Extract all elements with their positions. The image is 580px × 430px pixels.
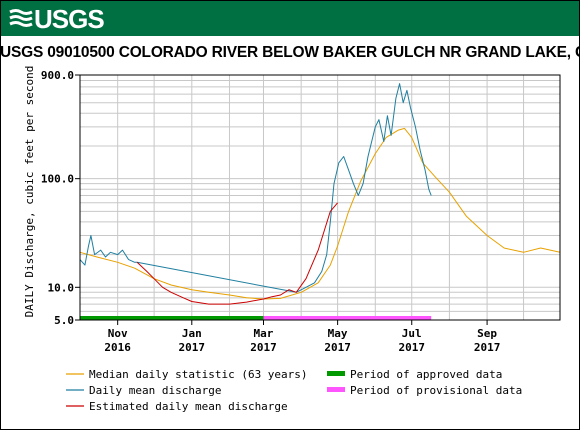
y-axis-ticks: 5.0 10.0 100.0 900.0 [41, 69, 80, 327]
y-tick-label: 100.0 [41, 173, 74, 186]
legend-label: Estimated daily mean discharge [89, 400, 288, 413]
period-bars [80, 316, 432, 320]
series-line [79, 83, 432, 293]
x-tick-label: Nov [108, 327, 128, 340]
series-line [136, 202, 338, 305]
series-lines [79, 83, 561, 305]
x-tick-label: Mar [254, 327, 274, 340]
x-tick-year: 2017 [474, 341, 501, 354]
chart-title: USGS 09010500 COLORADO RIVER BELOW BAKER… [0, 44, 580, 61]
usgs-wave-icon [9, 9, 33, 27]
x-tick-year: 2017 [179, 341, 206, 354]
x-tick-year: 2017 [398, 341, 425, 354]
legend-label: Daily mean discharge [89, 384, 221, 397]
x-tick-year: 2017 [324, 341, 351, 354]
x-tick-label: Jan [182, 327, 202, 340]
x-tick-year: 2016 [104, 341, 131, 354]
legend-label: Period of provisional data [350, 384, 522, 397]
x-tick-year: 2017 [250, 341, 277, 354]
legend: Median daily statistic (63 years) Daily m… [66, 368, 522, 413]
y-tick-label: 10.0 [48, 281, 75, 294]
x-tick-label: May [328, 327, 348, 340]
x-tick-label: Jul [402, 327, 422, 340]
chart-grid [80, 74, 560, 321]
y-tick-label: 900.0 [41, 69, 74, 82]
legend-label: Period of approved data [350, 368, 502, 381]
series-line [79, 127, 561, 300]
usgs-logo-text: USGS [34, 4, 105, 34]
legend-swatch [327, 371, 345, 376]
y-tick-label: 5.0 [54, 314, 74, 327]
period-bar [80, 316, 264, 320]
y-axis-label: DAILY Discharge, cubic feet per second [23, 66, 36, 318]
x-tick-label: Sep [477, 327, 497, 340]
x-axis-ticks: Nov2016Jan2017Mar2017May2017Jul2017Sep20… [104, 320, 500, 354]
usgs-header: USGS [1, 1, 579, 36]
plot-border [79, 74, 561, 321]
legend-label: Median daily statistic (63 years) [89, 368, 308, 381]
period-bar [263, 316, 432, 320]
legend-swatch [327, 387, 345, 392]
